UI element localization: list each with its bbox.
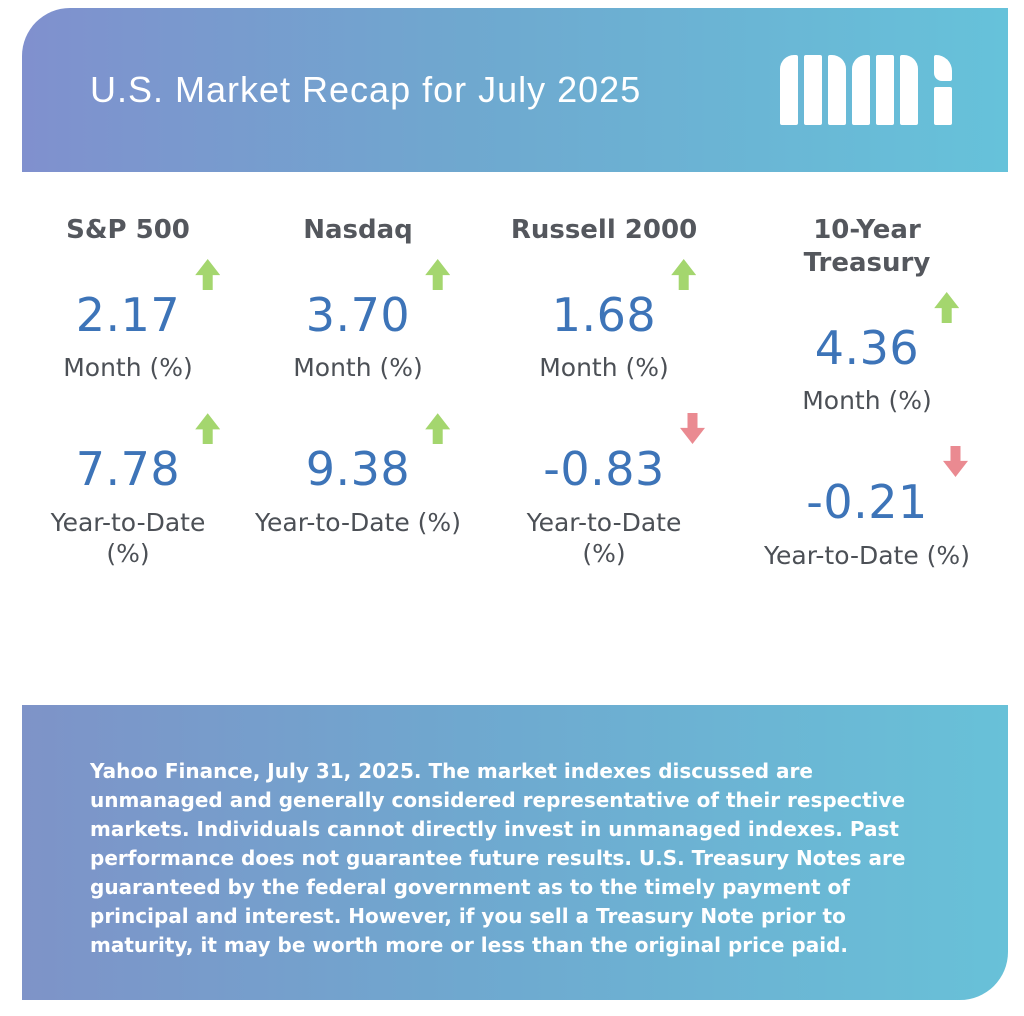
ytd-value: -0.83 [543, 442, 665, 497]
trend-arrow-icon [425, 259, 450, 290]
month-value: 1.68 [551, 288, 657, 342]
logo-bar [852, 55, 870, 125]
trend-arrow-icon [425, 413, 450, 444]
trend-arrow-icon [671, 259, 696, 290]
disclaimer: Yahoo Finance, July 31, 2025. The market… [22, 705, 1008, 1000]
trend-arrow-icon [195, 413, 220, 444]
logo-i-stem [934, 87, 952, 125]
header-banner: U.S. Market Recap for July 2025 [22, 8, 1008, 172]
ytd-metric: -0.21 Year-to-Date (%) [764, 478, 970, 570]
page-title: U.S. Market Recap for July 2025 [90, 69, 642, 110]
ytd-metric: -0.83 Year-to-Date (%) [527, 445, 682, 568]
month-value: 2.17 [75, 288, 181, 342]
mmi-logo-icon [780, 55, 952, 125]
ytd-value: 9.38 [305, 442, 411, 497]
logo-i [934, 55, 952, 125]
logo-bar [900, 55, 918, 125]
disclaimer-text: Yahoo Finance, July 31, 2025. The market… [90, 759, 906, 957]
metrics-grid: S&P 500 2.17 Month (%) 7.78 Year-to-Date… [22, 172, 1008, 705]
logo-gap [924, 55, 928, 125]
logo-bar [804, 55, 822, 125]
ytd-label: Year-to-Date (%) [526, 507, 682, 568]
ytd-metric: 9.38 Year-to-Date (%) [255, 445, 461, 537]
logo-bar [780, 55, 798, 125]
month-metric: 3.70 Month (%) [293, 291, 423, 383]
trend-arrow-icon [943, 446, 968, 477]
trend-arrow-icon [680, 413, 705, 444]
logo-bar [828, 55, 846, 125]
month-label: Month (%) [539, 353, 669, 383]
index-column-russell2000: Russell 2000 1.68 Month (%) -0.83 Year-t… [482, 214, 726, 705]
index-name: 10-Year Treasury [803, 215, 931, 278]
trend-arrow-icon [934, 292, 959, 323]
ytd-metric: 7.78 Year-to-Date (%) [51, 445, 206, 568]
month-metric: 1.68 Month (%) [539, 291, 669, 383]
month-value: 4.36 [814, 321, 920, 375]
ytd-value: 7.78 [75, 442, 181, 497]
trend-arrow-icon [195, 259, 220, 290]
month-metric: 4.36 Month (%) [802, 324, 932, 416]
index-column-nasdaq: Nasdaq 3.70 Month (%) 9.38 Year-to-Date … [234, 214, 482, 705]
index-name: S&P 500 [66, 215, 190, 245]
ytd-label: Year-to-Date (%) [764, 540, 970, 570]
ytd-label: Year-to-Date (%) [255, 507, 461, 537]
logo-bar [876, 55, 894, 125]
index-column-10yr-treasury: 10-Year Treasury 4.36 Month (%) -0.21 Ye… [726, 214, 1008, 705]
month-label: Month (%) [802, 386, 932, 416]
month-label: Month (%) [293, 353, 423, 383]
month-label: Month (%) [63, 353, 193, 383]
index-name: Nasdaq [303, 215, 413, 245]
index-name: Russell 2000 [510, 215, 698, 245]
index-column-sp500: S&P 500 2.17 Month (%) 7.78 Year-to-Date… [22, 214, 234, 705]
ytd-value: -0.21 [806, 475, 928, 530]
month-metric: 2.17 Month (%) [63, 291, 193, 383]
logo-i-dot [934, 55, 952, 81]
ytd-label: Year-to-Date (%) [50, 507, 206, 568]
month-value: 3.70 [305, 288, 411, 342]
